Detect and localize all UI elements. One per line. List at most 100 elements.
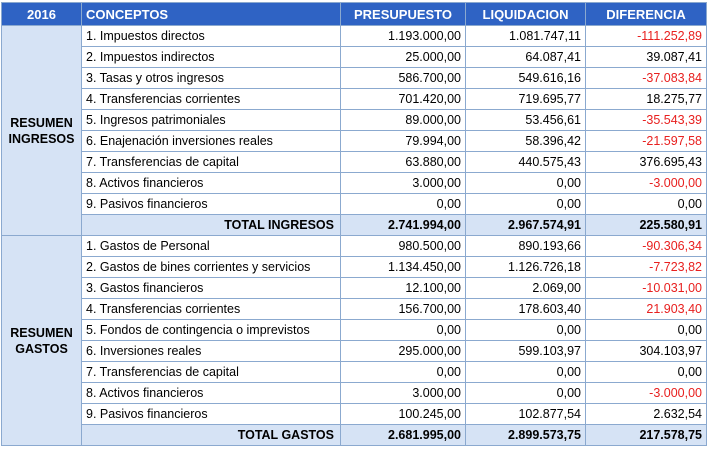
presupuesto-cell: 586.700,00 xyxy=(340,67,466,89)
liquidacion-cell: 102.877,54 xyxy=(465,403,586,425)
ingresos-row: 5. Ingresos patrimoniales 89.000,00 53.456… xyxy=(2,109,707,131)
gastos-row: 3. Gastos financieros 12.100,00 2.069,00 -1… xyxy=(2,277,707,299)
gastos-group-label: RESUMEN GASTOS xyxy=(1,235,82,446)
header-year: 2016 xyxy=(1,2,82,26)
budget-summary-table: 2016 CONCEPTOS PRESUPUESTO LIQUIDACION D… xyxy=(1,2,707,446)
concepto-cell: 2. Impuestos indirectos xyxy=(81,46,341,68)
liquidacion-cell: 53.456,61 xyxy=(465,109,586,131)
presupuesto-cell: 89.000,00 xyxy=(340,109,466,131)
presupuesto-cell: 295.000,00 xyxy=(340,340,466,362)
presupuesto-cell: 100.245,00 xyxy=(340,403,466,425)
concepto-cell: 8. Activos financieros xyxy=(81,172,341,194)
presupuesto-cell: 980.500,00 xyxy=(340,235,466,257)
presupuesto-cell: 12.100,00 xyxy=(340,277,466,299)
liquidacion-cell: 2.069,00 xyxy=(465,277,586,299)
gastos-row: 6. Inversiones reales 295.000,00 599.103,9… xyxy=(2,340,707,362)
diferencia-cell: 0,00 xyxy=(585,319,707,341)
presupuesto-cell: 0,00 xyxy=(340,319,466,341)
diferencia-cell: 0,00 xyxy=(585,361,707,383)
concepto-cell: 3. Tasas y otros ingresos xyxy=(81,67,341,89)
gastos-row: 9. Pasivos financieros 100.245,00 102.877,… xyxy=(2,403,707,425)
concepto-cell: 4. Transferencias corrientes xyxy=(81,88,341,110)
liquidacion-cell: 0,00 xyxy=(465,172,586,194)
diferencia-cell: -111.252,89 xyxy=(585,25,707,47)
diferencia-cell: 304.103,97 xyxy=(585,340,707,362)
concepto-cell: 7. Transferencias de capital xyxy=(81,151,341,173)
ingresos-row: 8. Activos financieros 3.000,00 0,00 -3.000… xyxy=(2,172,707,194)
gastos-total-liquidacion: 2.899.573,75 xyxy=(465,424,586,446)
header-conceptos: CONCEPTOS xyxy=(81,2,341,26)
diferencia-cell: -35.543,39 xyxy=(585,109,707,131)
liquidacion-cell: 64.087,41 xyxy=(465,46,586,68)
concepto-cell: 7. Transferencias de capital xyxy=(81,361,341,383)
ingresos-row: 7. Transferencias de capital 63.880,00 440… xyxy=(2,151,707,173)
liquidacion-cell: 0,00 xyxy=(465,193,586,215)
presupuesto-cell: 1.193.000,00 xyxy=(340,25,466,47)
diferencia-cell: 0,00 xyxy=(585,193,707,215)
concepto-cell: 5. Fondos de contingencia o imprevistos xyxy=(81,319,341,341)
liquidacion-cell: 178.603,40 xyxy=(465,298,586,320)
diferencia-cell: 21.903,40 xyxy=(585,298,707,320)
ingresos-row: 4. Transferencias corrientes 701.420,00 71… xyxy=(2,88,707,110)
diferencia-cell: 39.087,41 xyxy=(585,46,707,68)
concepto-cell: 1. Impuestos directos xyxy=(81,25,341,47)
diferencia-cell: -3.000,00 xyxy=(585,382,707,404)
presupuesto-cell: 25.000,00 xyxy=(340,46,466,68)
gastos-total-presupuesto: 2.681.995,00 xyxy=(340,424,466,446)
concepto-cell: 6. Enajenación inversiones reales xyxy=(81,130,341,152)
gastos-row: 7. Transferencias de capital 0,00 0,00 0,00 xyxy=(2,361,707,383)
concepto-cell: 6. Inversiones reales xyxy=(81,340,341,362)
diferencia-cell: 376.695,43 xyxy=(585,151,707,173)
gastos-total-label: TOTAL GASTOS xyxy=(81,424,341,446)
ingresos-section: RESUMEN INGRESOS 1. Impuestos directos 1.1… xyxy=(1,25,707,236)
presupuesto-cell: 3.000,00 xyxy=(340,382,466,404)
liquidacion-cell: 440.575,43 xyxy=(465,151,586,173)
presupuesto-cell: 79.994,00 xyxy=(340,130,466,152)
header-liquidacion: LIQUIDACION xyxy=(465,2,586,26)
presupuesto-cell: 3.000,00 xyxy=(340,172,466,194)
diferencia-cell: -7.723,82 xyxy=(585,256,707,278)
liquidacion-cell: 1.126.726,18 xyxy=(465,256,586,278)
liquidacion-cell: 58.396,42 xyxy=(465,130,586,152)
ingresos-total-diferencia: 225.580,91 xyxy=(585,214,707,236)
presupuesto-cell: 63.880,00 xyxy=(340,151,466,173)
ingresos-total-liquidacion: 2.967.574,91 xyxy=(465,214,586,236)
ingresos-row: 3. Tasas y otros ingresos 586.700,00 549.6… xyxy=(2,67,707,89)
ingresos-row: 9. Pasivos financieros 0,00 0,00 0,00 xyxy=(2,193,707,215)
ingresos-row: 2. Impuestos indirectos 25.000,00 64.087,4… xyxy=(2,46,707,68)
liquidacion-cell: 0,00 xyxy=(465,382,586,404)
ingresos-group-label: RESUMEN INGRESOS xyxy=(1,25,82,236)
concepto-cell: 4. Transferencias corrientes xyxy=(81,298,341,320)
presupuesto-cell: 156.700,00 xyxy=(340,298,466,320)
concepto-cell: 1. Gastos de Personal xyxy=(81,235,341,257)
liquidacion-cell: 599.103,97 xyxy=(465,340,586,362)
gastos-row: 5. Fondos de contingencia o imprevistos 0… xyxy=(2,319,707,341)
gastos-total-diferencia: 217.578,75 xyxy=(585,424,707,446)
presupuesto-cell: 0,00 xyxy=(340,193,466,215)
header-diferencia: DIFERENCIA xyxy=(585,2,707,26)
concepto-cell: 5. Ingresos patrimoniales xyxy=(81,109,341,131)
liquidacion-cell: 549.616,16 xyxy=(465,67,586,89)
liquidacion-cell: 719.695,77 xyxy=(465,88,586,110)
diferencia-cell: -3.000,00 xyxy=(585,172,707,194)
ingresos-row: RESUMEN INGRESOS 1. Impuestos directos 1.1… xyxy=(1,25,707,236)
concepto-cell: 2. Gastos de bines corrientes y servicio… xyxy=(81,256,341,278)
header-presupuesto: PRESUPUESTO xyxy=(340,2,466,26)
diferencia-cell: -90.306,34 xyxy=(585,235,707,257)
diferencia-cell: -37.083,84 xyxy=(585,67,707,89)
concepto-cell: 9. Pasivos financieros xyxy=(81,403,341,425)
ingresos-total-row: TOTAL INGRESOS 2.741.994,00 2.967.574,91 22… xyxy=(2,214,707,236)
diferencia-cell: -10.031,00 xyxy=(585,277,707,299)
ingresos-row: 6. Enajenación inversiones reales 79.994,… xyxy=(2,130,707,152)
concepto-cell: 8. Activos financieros xyxy=(81,382,341,404)
liquidacion-cell: 890.193,66 xyxy=(465,235,586,257)
presupuesto-cell: 0,00 xyxy=(340,361,466,383)
ingresos-total-label: TOTAL INGRESOS xyxy=(81,214,341,236)
diferencia-cell: 2.632,54 xyxy=(585,403,707,425)
gastos-total-row: TOTAL GASTOS 2.681.995,00 2.899.573,75 217.… xyxy=(2,424,707,446)
gastos-row: 4. Transferencias corrientes 156.700,00 17… xyxy=(2,298,707,320)
liquidacion-cell: 1.081.747,11 xyxy=(465,25,586,47)
diferencia-cell: 18.275,77 xyxy=(585,88,707,110)
gastos-row: 2. Gastos de bines corrientes y servicio… xyxy=(2,256,707,278)
concepto-cell: 3. Gastos financieros xyxy=(81,277,341,299)
